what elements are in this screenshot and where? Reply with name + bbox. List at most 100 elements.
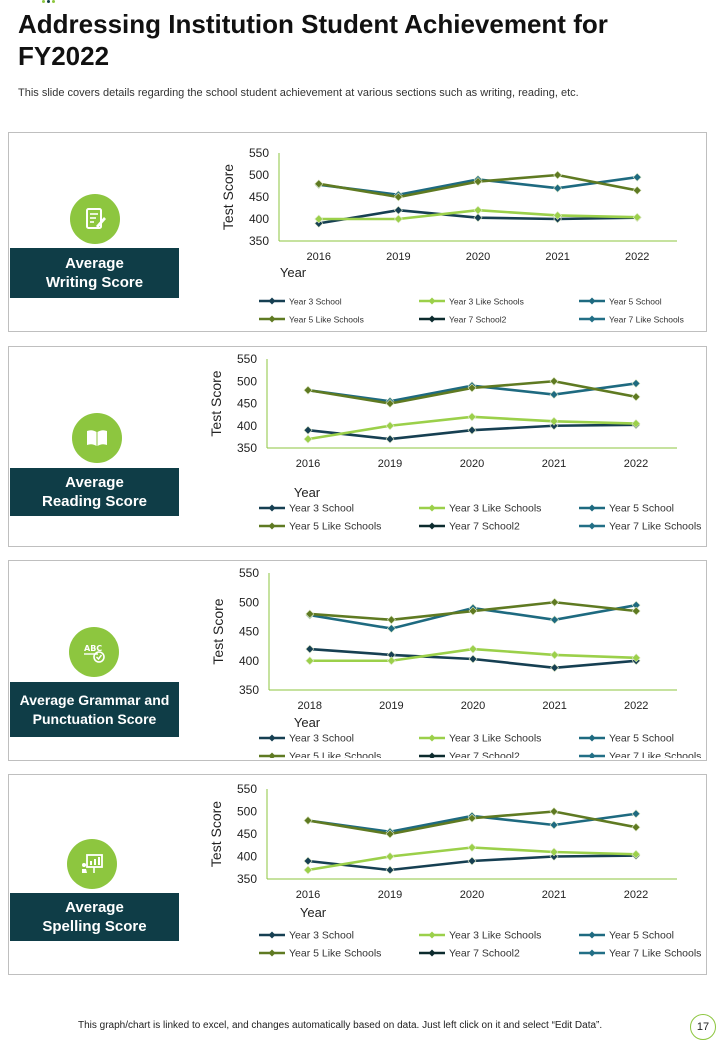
y-tick-label: 550 [237,352,257,366]
legend-label: Year 3 School [289,930,354,942]
x-tick-label: 2018 [298,700,322,712]
y-axis-title: Test Score [208,370,224,436]
reading-score-chart: 350 400 450 500 550 2016 2019 2020 2021 2022 Test … [208,352,701,533]
data-point-marker [393,192,403,202]
data-point-marker [631,606,641,616]
legend-label: Year 5 Like Schools [289,315,364,325]
data-point-marker [467,843,477,852]
legend-label: Year 7 School2 [449,521,520,533]
y-tick-label: 400 [239,654,259,668]
x-tick-label: 2021 [542,889,566,901]
legend-label: Year 3 School [289,503,354,515]
legend-label: Year 7 Like Schools [609,751,701,759]
legend-marker [428,734,436,742]
spelling-score-label: Average Spelling Score [10,893,179,941]
y-tick-label: 350 [239,683,259,697]
legend-label: Year 7 Like Schools [609,315,684,325]
legend-marker [428,504,436,512]
legend-marker [428,522,436,530]
data-point-marker [631,809,641,819]
data-point-marker [467,813,477,823]
grammar-score-chart: 350 400 450 500 550 2018 2019 2020 2021 2022 Test … [210,566,701,759]
legend-label: Year 3 Like Schools [449,930,541,942]
data-point-marker [468,644,478,654]
x-tick-label: 2019 [386,251,410,263]
legend-label: Year 7 School2 [449,948,520,960]
legend-marker [428,752,436,758]
legend-label: Year 5 School [609,930,674,942]
spelling-score-panel: Average Spelling Score 350 400 450 500 550 20… [8,774,707,975]
legend-label: Year 5 School [609,297,662,307]
y-tick-label: 450 [239,625,259,639]
y-tick-label: 400 [237,850,257,864]
data-point-marker [632,172,642,182]
data-point-marker [303,434,313,444]
page-subtitle: This slide covers details regarding the … [18,87,579,99]
legend-marker [428,931,436,939]
x-tick-label: 2020 [460,889,484,901]
y-axis-title: Test Score [220,164,236,230]
y-axis-title: Test Score [208,801,224,867]
data-point-marker [549,376,559,386]
data-point-marker [303,816,313,825]
reading-score-label: Average Reading Score [10,468,179,516]
legend-marker [268,504,276,512]
data-point-marker [473,177,483,187]
data-point-marker [549,421,559,431]
data-point-marker [386,615,396,625]
legend-label: Year 5 Like Schools [289,948,381,960]
x-tick-label: 2020 [461,700,485,712]
x-tick-label: 2020 [460,458,484,470]
data-point-marker [393,205,403,215]
data-point-marker [549,852,559,861]
data-point-marker [305,644,315,654]
y-tick-label: 400 [249,212,269,226]
data-point-marker [631,392,641,402]
legend-marker [588,949,596,957]
legend-marker [588,297,596,305]
x-tick-label: 2021 [542,458,566,470]
data-point-marker [549,820,559,830]
legend-marker [268,752,276,758]
writing-score-panel: Average Writing Score 350 400 450 500 550 201… [8,132,707,332]
data-point-marker [385,852,395,861]
y-tick-label: 500 [237,374,257,388]
x-tick-label: 2022 [624,889,648,901]
data-point-marker [386,656,396,666]
data-point-marker [631,379,641,388]
y-tick-label: 450 [237,827,257,841]
legend-label: Year 3 Like Schools [449,733,541,745]
legend-label: Year 3 Like Schools [449,503,541,515]
data-point-marker [385,421,395,431]
x-tick-label: 2016 [296,889,320,901]
data-point-marker [631,849,641,859]
legend-marker [588,522,596,530]
legend-label: Year 7 School2 [449,315,507,325]
x-tick-label: 2021 [542,700,566,712]
data-point-marker [393,214,403,224]
y-tick-label: 500 [239,595,259,609]
legend-marker [588,931,596,939]
data-point-marker [550,650,560,660]
y-tick-label: 450 [237,397,257,411]
legend-marker [268,949,276,957]
y-tick-label: 450 [249,190,269,204]
y-axis-title: Test Score [210,598,226,664]
x-axis-title: Year [294,715,321,730]
x-tick-label: 2022 [624,458,648,470]
data-point-marker [632,212,642,222]
legend-marker [588,315,596,323]
writing-score-chart: 350 400 450 500 550 2016 2019 2020 2021 2022 Test … [220,146,684,325]
presentation-board-icon [67,839,117,889]
abc-check-icon: ABC [69,627,119,677]
writing-score-label: Average Writing Score [10,248,179,298]
data-point-marker [467,425,477,435]
legend-marker [268,522,276,530]
x-tick-label: 2016 [307,251,331,263]
y-tick-label: 400 [237,419,257,433]
legend-marker [428,315,436,323]
x-tick-label: 2019 [378,458,402,470]
y-tick-label: 350 [237,872,257,886]
x-axis-title: Year [280,265,307,280]
legend-marker [428,949,436,957]
